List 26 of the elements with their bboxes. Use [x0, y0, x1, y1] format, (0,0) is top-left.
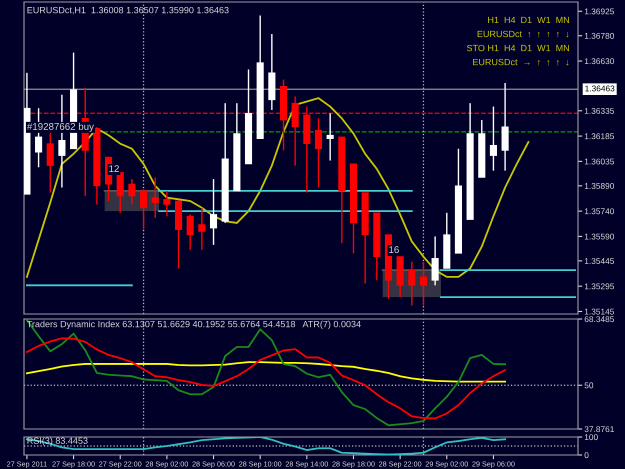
annotation: 16 [389, 246, 399, 254]
y-tick-label: 1.35295 [584, 283, 614, 290]
y-tick-label: 1.35445 [584, 258, 614, 264]
y-tick-label: 50 [584, 382, 594, 388]
y-tick-label: 1.36780 [584, 32, 614, 39]
annotation: #19287662 buy [26, 122, 94, 132]
y-tick-label: 0 [584, 452, 589, 458]
y-tick-label: 1.36925 [584, 8, 614, 14]
y-tick-label: 1.35740 [584, 208, 614, 214]
y-tick-label: 68.3485 [584, 316, 614, 322]
annotation: 12 [109, 165, 119, 172]
annotation: EURUSDct ↑ ↑ ↑ ↑ ↓ [478, 30, 568, 38]
ref-line-label: 1.36463 [585, 86, 614, 92]
y-tick-label: 1.35590 [584, 234, 614, 240]
y-tick-label: 1.36185 [584, 133, 614, 140]
y-tick-label: 37.8761 [584, 426, 614, 432]
y-tick-label: 1.35890 [584, 183, 614, 189]
annotation: H1 H4 D1 W1 MN [488, 16, 569, 24]
chart-title: EURUSDct,H1 1.36008 1.36507 1.35990 1.36463 [28, 6, 229, 14]
y-tick-label: 1.35145 [584, 308, 614, 315]
annotation: EURUSDct → ↑ ↑ ↑ ↓ [473, 58, 568, 66]
y-tick-label: 100 [584, 434, 598, 440]
y-tick-label: 1.36035 [584, 158, 614, 164]
y-tick-label: 1.36630 [584, 58, 614, 64]
y-tick-label: 1.36335 [584, 108, 614, 114]
annotation: STO H1 H4 D1 W1 MN [466, 44, 569, 52]
